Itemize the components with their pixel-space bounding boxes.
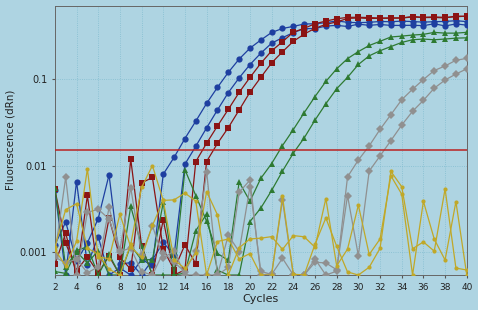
X-axis label: Cycles: Cycles (243, 294, 279, 304)
Y-axis label: Fluorescence (dRn): Fluorescence (dRn) (6, 90, 16, 190)
